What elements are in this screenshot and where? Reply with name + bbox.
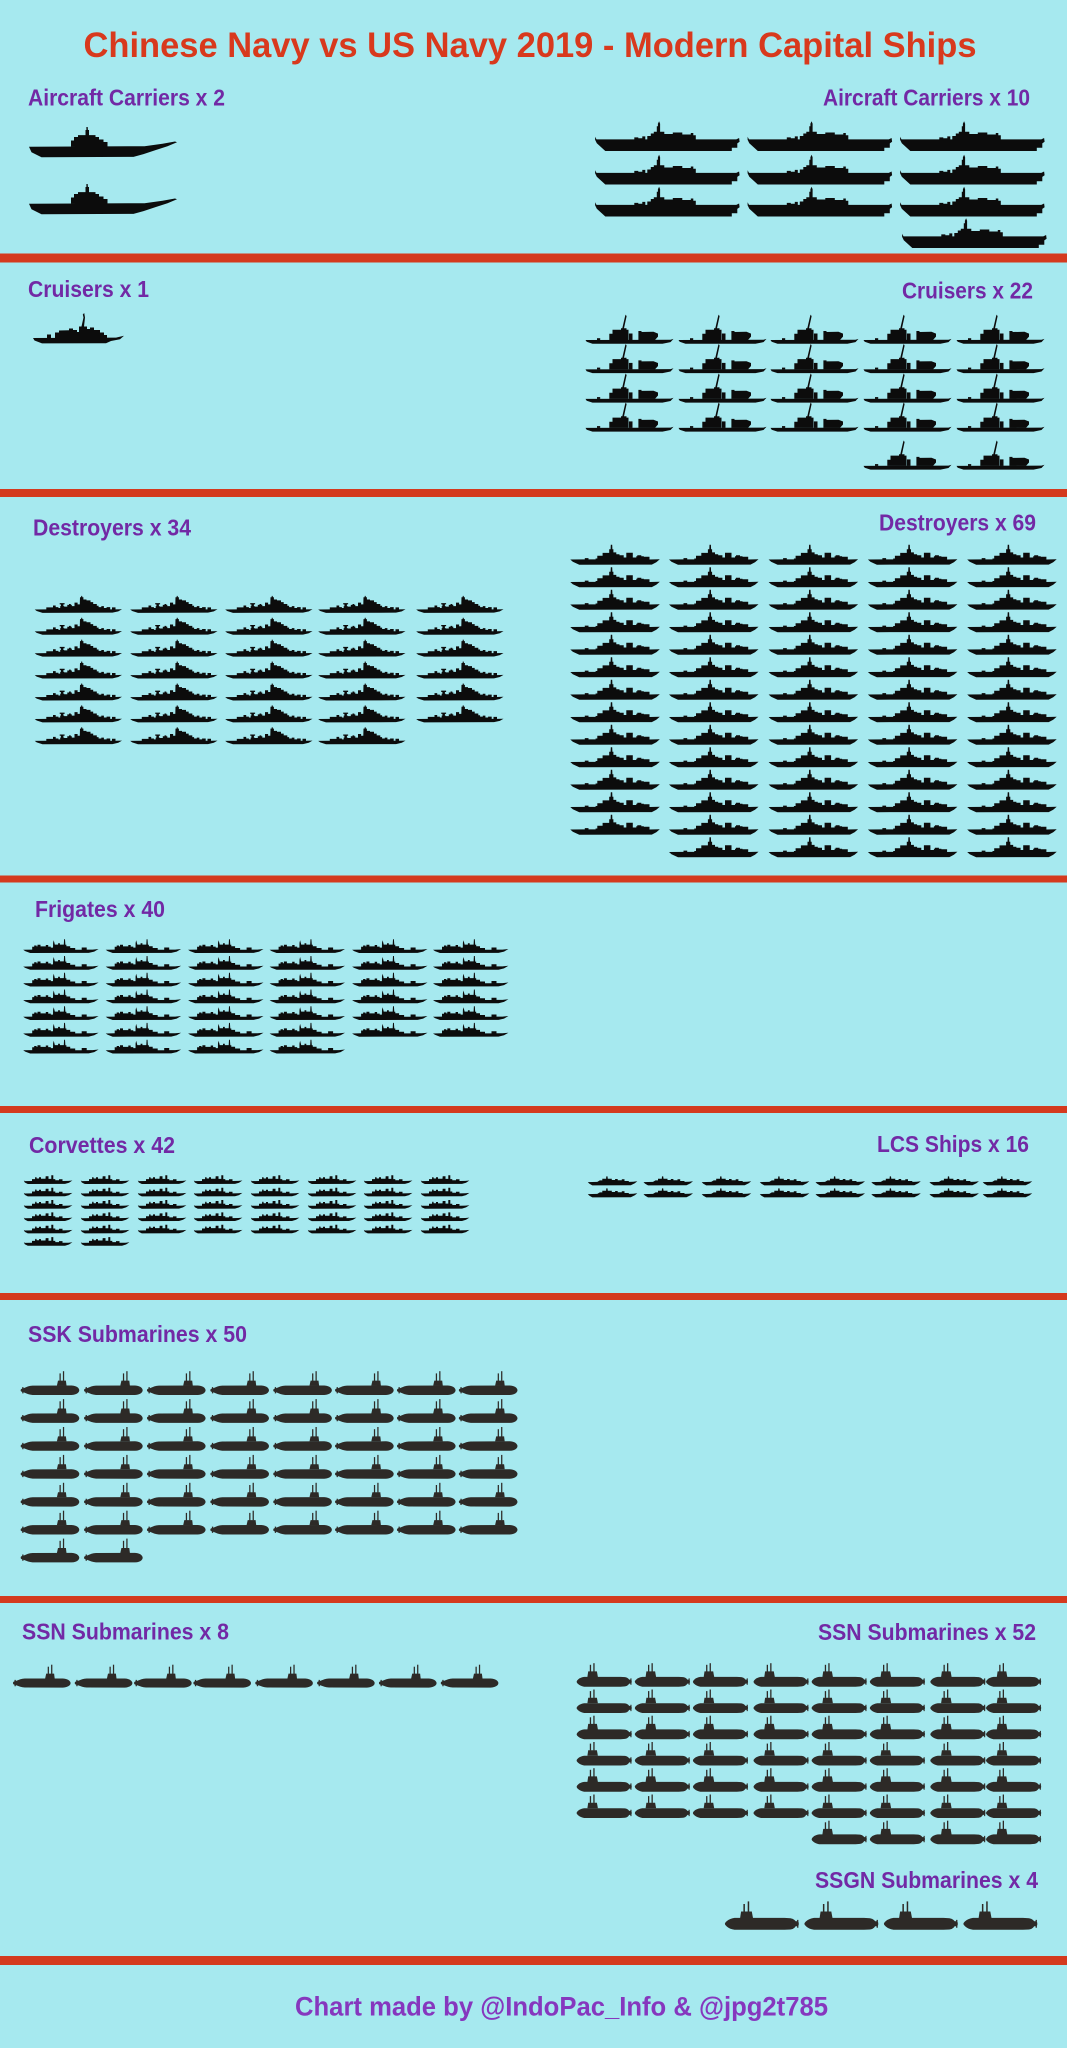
svg-text:SSN Submarines x 52: SSN Submarines x 52: [818, 1619, 1036, 1645]
svg-text:Cruisers x 1: Cruisers x 1: [28, 276, 149, 302]
svg-text:LCS Ships x 16: LCS Ships x 16: [877, 1131, 1029, 1157]
svg-text:Chinese Navy vs US Navy 2019 -: Chinese Navy vs US Navy 2019 - Modern Ca…: [84, 26, 977, 65]
svg-text:Aircraft Carriers x 2: Aircraft Carriers x 2: [28, 85, 225, 111]
svg-text:Destroyers x 34: Destroyers x 34: [33, 515, 191, 541]
svg-text:Frigates x 40: Frigates x 40: [35, 896, 165, 922]
svg-text:Corvettes x 42: Corvettes x 42: [29, 1132, 175, 1158]
svg-text:SSGN Submarines x 4: SSGN Submarines x 4: [815, 1867, 1038, 1893]
svg-text:Destroyers x 69: Destroyers x 69: [879, 510, 1036, 536]
svg-text:Aircraft Carriers x 10: Aircraft Carriers x 10: [823, 85, 1030, 111]
svg-text:Chart made by @IndoPac_Info &: Chart made by @IndoPac_Info & @jpg2t785: [295, 1992, 828, 2022]
svg-text:SSN Submarines x 8: SSN Submarines x 8: [22, 1619, 229, 1645]
svg-text:Cruisers x 22: Cruisers x 22: [902, 278, 1033, 304]
svg-text:SSK Submarines x 50: SSK Submarines x 50: [28, 1321, 247, 1347]
